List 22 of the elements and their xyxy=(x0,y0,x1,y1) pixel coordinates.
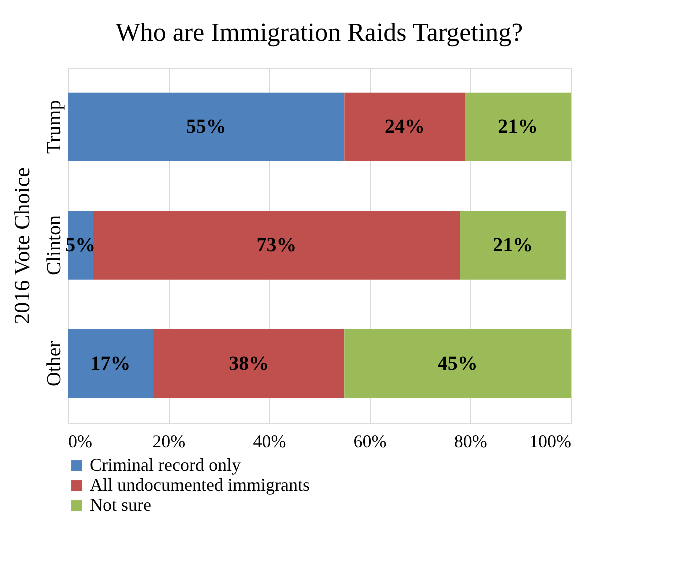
legend-label: All undocumented immigrants xyxy=(90,475,310,495)
data-label: 45% xyxy=(438,352,478,375)
legend-label: Criminal record only xyxy=(90,455,241,475)
x-tick-label: 40% xyxy=(253,432,286,452)
x-tick-label: 0% xyxy=(68,432,92,452)
data-label: 38% xyxy=(229,352,270,375)
x-tick-label: 60% xyxy=(354,432,387,452)
x-tick-label: 80% xyxy=(454,432,488,452)
data-label: 21% xyxy=(493,234,534,256)
legend-label: Not sure xyxy=(90,495,152,515)
data-label: 55% xyxy=(186,116,226,138)
data-label: 73% xyxy=(256,234,297,256)
data-label: 17% xyxy=(90,352,131,375)
y-tick-label: Trump xyxy=(44,100,66,154)
y-axis-title: 2016 Vote Choice xyxy=(10,168,34,324)
y-tick-label: Clinton xyxy=(44,215,66,276)
chart-title: Who are Immigration Raids Targeting? xyxy=(116,18,524,47)
data-label: 21% xyxy=(498,116,538,138)
x-tick-label: 20% xyxy=(152,432,186,452)
x-tick-label: 100% xyxy=(530,432,572,452)
y-tick-label: Other xyxy=(44,340,66,387)
data-label: 24% xyxy=(385,116,426,138)
